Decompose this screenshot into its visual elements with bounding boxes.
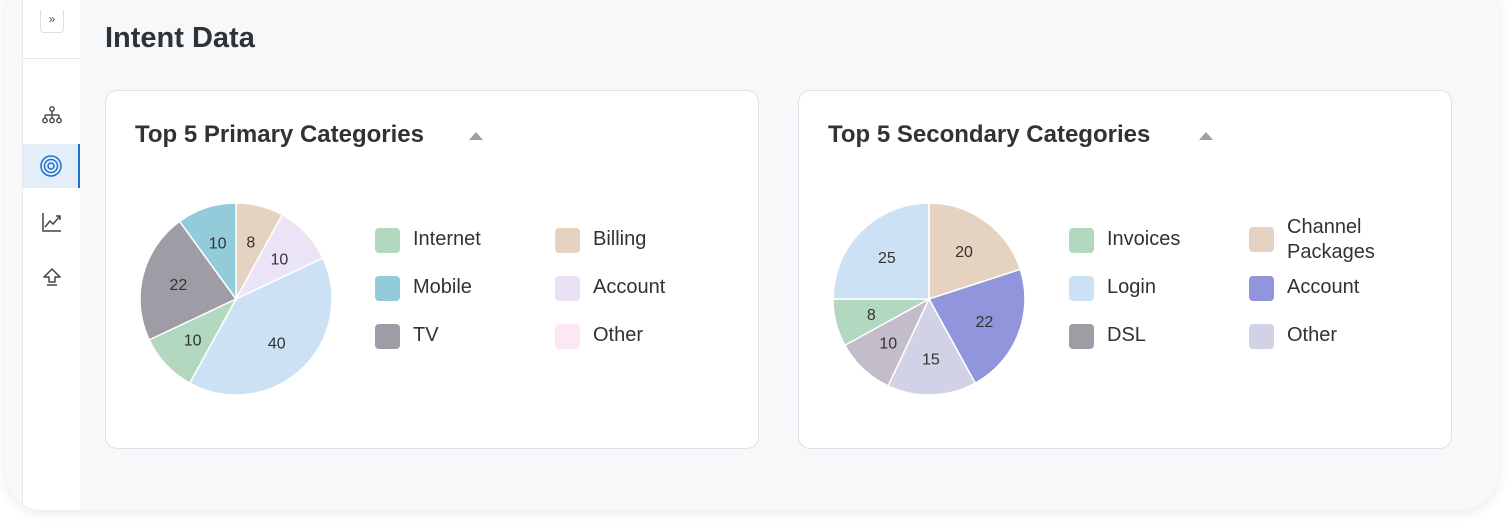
legend-label: Invoices bbox=[1107, 228, 1181, 250]
legend-swatch bbox=[555, 276, 580, 301]
legend-swatch bbox=[1249, 276, 1274, 301]
legend-label: Other bbox=[1287, 324, 1338, 346]
legend-label: TV bbox=[413, 324, 439, 346]
legend-label: Channel Packages bbox=[1287, 216, 1375, 263]
legend-swatch bbox=[1249, 227, 1274, 252]
app-frame: » bbox=[4, 0, 1500, 510]
pie-slice-value-label: 20 bbox=[955, 244, 973, 261]
legend-label: Account bbox=[593, 276, 666, 298]
collapse-caret-icon[interactable] bbox=[469, 132, 483, 140]
pie-slice-channel-packages[interactable] bbox=[928, 202, 1022, 301]
pie-slice-value-label: 25 bbox=[878, 250, 896, 267]
pie-slice-value-label: 8 bbox=[246, 234, 255, 251]
collapse-caret-icon[interactable] bbox=[1199, 132, 1213, 140]
legend-item-internet: Internet bbox=[375, 227, 481, 253]
pie-slice-value-label: 15 bbox=[922, 351, 940, 368]
legend-item-login: Login bbox=[1069, 275, 1156, 301]
sidebar-item-hierarchy[interactable] bbox=[23, 93, 80, 137]
pie-slice-value-label: 8 bbox=[867, 307, 876, 324]
legend-swatch bbox=[1069, 324, 1094, 349]
double-chevron-right-icon[interactable]: » bbox=[40, 10, 64, 33]
legend-swatch bbox=[1069, 276, 1094, 301]
legend-swatch bbox=[555, 324, 580, 349]
pie-slice-tv[interactable] bbox=[139, 220, 238, 341]
legend-swatch bbox=[375, 276, 400, 301]
legend-label: Login bbox=[1107, 276, 1156, 298]
sidebar-item-upload[interactable] bbox=[23, 255, 80, 299]
legend-swatch bbox=[1249, 324, 1274, 349]
pie-slice-account[interactable] bbox=[927, 268, 1026, 385]
card-title: Top 5 Primary Categories bbox=[135, 121, 424, 148]
legend-item-account: Account bbox=[555, 275, 665, 301]
legend-label: Other bbox=[593, 324, 644, 346]
legend-item-mobile: Mobile bbox=[375, 275, 472, 301]
hierarchy-icon bbox=[41, 106, 62, 124]
sidebar-item-target[interactable] bbox=[23, 144, 80, 188]
legend-label: Mobile bbox=[413, 276, 472, 298]
trend-chart-icon bbox=[41, 213, 61, 232]
pie-slice-value-label: 10 bbox=[879, 335, 897, 352]
pie-slice-value-label: 10 bbox=[209, 235, 227, 252]
pie-slice-value-label: 10 bbox=[184, 333, 202, 350]
legend-item-other: Other bbox=[555, 323, 643, 349]
legend-item-dsl: DSL bbox=[1069, 323, 1146, 349]
primary-categories-pie-chart: 8 10 40 10 22 10 bbox=[139, 202, 333, 396]
page-title: Intent Data bbox=[105, 22, 255, 54]
pie-slice-mobile[interactable] bbox=[178, 202, 237, 302]
pie-slice-value-label: 22 bbox=[975, 314, 993, 331]
legend-swatch bbox=[375, 324, 400, 349]
legend-label: Internet bbox=[413, 228, 481, 250]
pie-slice-value-label: 22 bbox=[169, 277, 187, 294]
legend-item-invoices: Invoices bbox=[1069, 227, 1180, 253]
pie-slice-value-label: 40 bbox=[268, 335, 286, 352]
sidebar: » bbox=[22, 0, 80, 510]
legend-swatch bbox=[375, 228, 400, 253]
legend-label: Account bbox=[1287, 276, 1360, 298]
legend-item-billing: Billing bbox=[555, 227, 646, 253]
sidebar-item-trends[interactable] bbox=[23, 200, 80, 244]
legend-item-account: Account bbox=[1249, 275, 1359, 301]
sidebar-divider bbox=[23, 58, 80, 59]
legend-item-channel-packages: Channel Packages bbox=[1249, 215, 1397, 265]
legend-swatch bbox=[555, 228, 580, 253]
card-title: Top 5 Secondary Categories bbox=[828, 121, 1151, 148]
legend-swatch bbox=[1069, 228, 1094, 253]
pie-slice-other[interactable] bbox=[887, 297, 977, 396]
target-icon bbox=[39, 155, 62, 177]
legend-item-tv: TV bbox=[375, 323, 439, 349]
secondary-categories-pie-chart: 20 22 15 108 25 bbox=[832, 202, 1026, 396]
upload-icon bbox=[42, 268, 61, 286]
pie-slice-login[interactable] bbox=[832, 202, 930, 300]
secondary-categories-card: Top 5 Secondary Categories 20 22 15 10 8 25 I… bbox=[798, 90, 1452, 449]
legend-label: DSL bbox=[1107, 324, 1146, 346]
legend-label: Billing bbox=[593, 228, 647, 250]
pie-slice-other[interactable] bbox=[188, 257, 333, 396]
pie-slice-value-label: 10 bbox=[270, 251, 288, 268]
primary-categories-card: Top 5 Primary Categories 8 10 40 10 22 10 Int… bbox=[105, 90, 759, 449]
legend-item-other: Other bbox=[1249, 323, 1337, 349]
